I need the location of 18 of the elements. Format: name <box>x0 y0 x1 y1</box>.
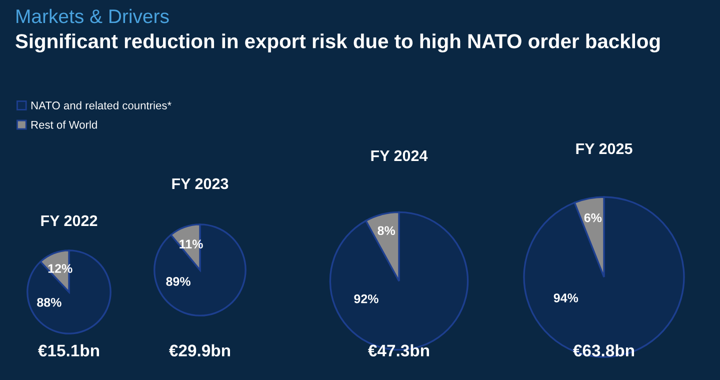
data-label: 88% <box>37 298 62 307</box>
text: FY 2022 <box>41 215 98 226</box>
chart-title: FY 2025 <box>576 143 632 154</box>
data-label: 94% <box>554 294 578 302</box>
text: €47.3bn <box>368 344 430 356</box>
chart-title: FY 2024 <box>371 150 428 162</box>
text: €63.8bn <box>573 344 634 356</box>
text: Markets & Drivers <box>16 8 169 24</box>
text: Significant reduction in export risk due to high NATO order backlog <box>16 34 660 52</box>
data-label: 92% <box>354 294 378 304</box>
data-label: 6% <box>584 213 602 222</box>
legend-label: Rest of World <box>31 120 97 129</box>
text: €15.1bn <box>38 344 100 356</box>
chart-title: FY 2023 <box>172 178 228 190</box>
legend-label: NATO and related countries* <box>31 101 172 110</box>
text: €29.9bn <box>169 344 230 356</box>
data-label: 89% <box>166 277 190 286</box>
data-label: 8% <box>378 226 396 236</box>
